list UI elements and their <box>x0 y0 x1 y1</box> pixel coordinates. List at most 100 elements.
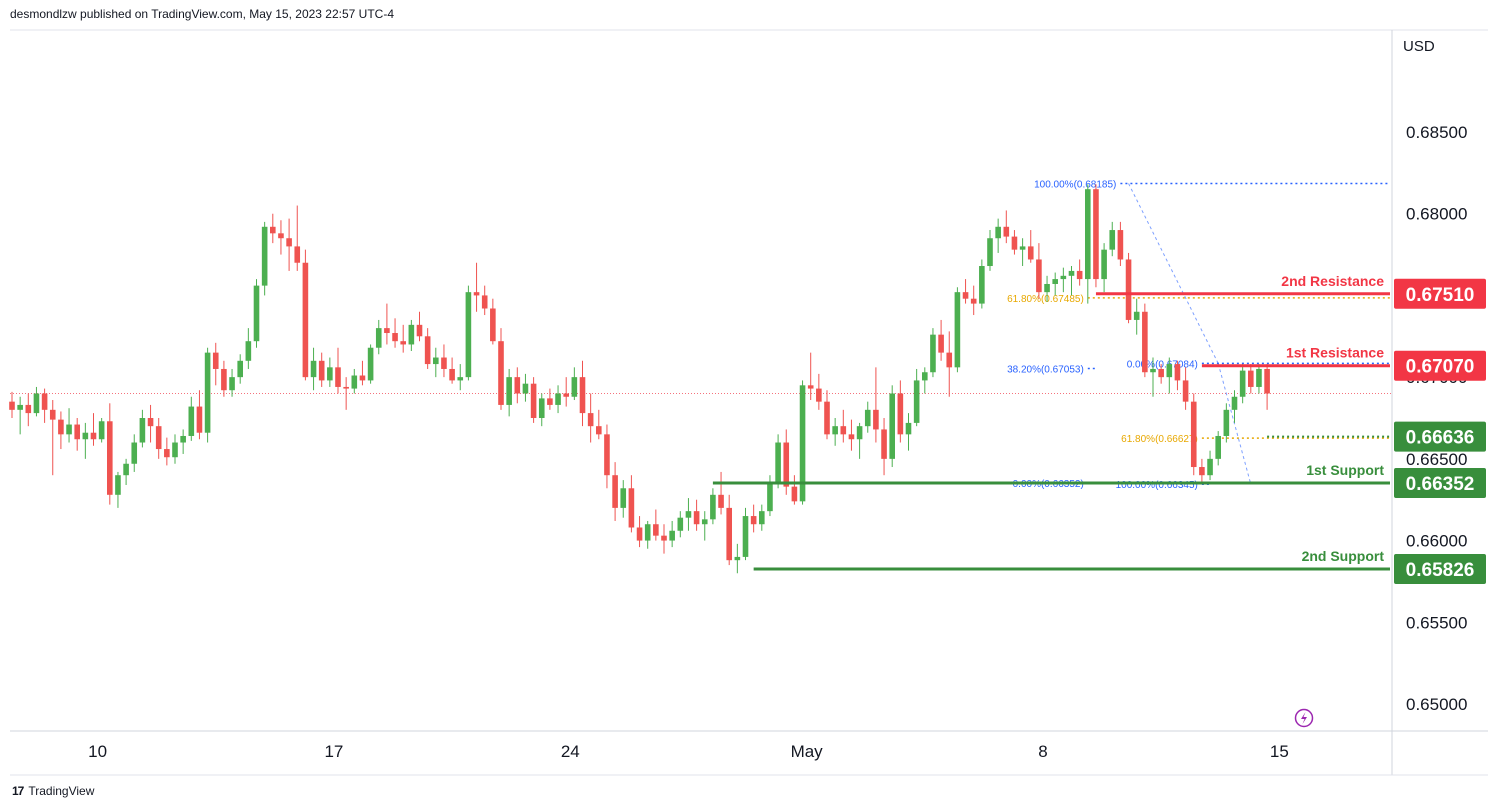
candle-body <box>718 494 724 508</box>
candle-body <box>74 424 80 440</box>
fib-level-label: 100.00%(0.68185) <box>1034 179 1116 190</box>
candle-body <box>816 388 822 402</box>
candle-body <box>881 429 887 459</box>
candle-body <box>864 409 871 427</box>
candle-body <box>253 285 260 342</box>
candle-body <box>131 442 138 464</box>
candle-body <box>343 386 349 389</box>
candle-body <box>1109 230 1116 250</box>
candle-body <box>677 517 684 531</box>
candle-body <box>1182 380 1189 402</box>
candle-body <box>1223 409 1230 436</box>
time-tick-label: 10 <box>88 742 107 761</box>
price-tick-label: 0.66000 <box>1406 532 1467 551</box>
candle-body <box>139 418 146 443</box>
candle-body <box>41 393 48 410</box>
candle-body <box>1068 270 1075 276</box>
price-badge[interactable] <box>1394 350 1486 381</box>
price-badge-label: 0.66352 <box>1406 474 1475 495</box>
candle-body <box>367 347 374 381</box>
candle-body <box>701 519 708 525</box>
candle-body <box>17 404 23 410</box>
candle-body <box>938 334 944 353</box>
candle-body <box>1076 270 1083 280</box>
candle-body <box>620 488 627 508</box>
price-tick-label: 0.66500 <box>1406 450 1467 469</box>
candle-body <box>587 413 594 427</box>
candle-body <box>1133 311 1140 320</box>
fib-level-label: 100.00%(0.66345) <box>1116 480 1198 491</box>
candle-body <box>294 246 301 263</box>
price-badge[interactable] <box>1394 468 1486 499</box>
candle-body <box>1125 259 1132 320</box>
candle-body <box>261 226 268 286</box>
candle-body <box>115 475 121 495</box>
candle-body <box>327 367 333 381</box>
candle-body <box>384 328 390 334</box>
candle-body <box>563 393 569 397</box>
level-name-label: 2nd Support <box>1302 548 1385 564</box>
candle-body <box>522 383 529 394</box>
candle-body <box>1101 249 1107 280</box>
candle-body <box>807 385 814 389</box>
candle-body <box>669 530 675 541</box>
footer-brand[interactable]: 17 TradingView <box>12 784 94 798</box>
price-tick-label: 0.68000 <box>1406 205 1467 224</box>
candle-body <box>188 406 195 436</box>
candle-body <box>1264 368 1270 394</box>
candle-body <box>1060 275 1067 280</box>
fib-level-label: 38.20%(0.67053) <box>1007 364 1084 375</box>
candle-body <box>913 380 920 423</box>
candle-body <box>905 422 912 435</box>
candle-body <box>579 377 586 414</box>
candle-body <box>490 308 496 342</box>
candle-body <box>302 262 309 378</box>
candle-body <box>1256 368 1262 387</box>
lightning-icon[interactable] <box>1294 708 1314 728</box>
level-name-label: 1st Support <box>1306 462 1384 478</box>
candle-body <box>221 368 227 391</box>
price-badge[interactable] <box>1394 554 1486 585</box>
publisher-caption: desmondlzw published on TradingView.com,… <box>10 7 394 21</box>
candle-body <box>987 238 993 267</box>
candle-body <box>922 372 928 381</box>
candle-body <box>375 328 382 348</box>
candle-body <box>791 486 798 502</box>
candle-body <box>457 377 464 381</box>
candle-body <box>1093 189 1099 280</box>
candle-body <box>726 507 732 561</box>
candle-body <box>759 511 765 525</box>
candle-body <box>286 238 292 247</box>
price-badge[interactable] <box>1394 278 1486 309</box>
candle-body <box>970 298 977 304</box>
candle-body <box>840 426 847 435</box>
candle-body <box>400 341 406 345</box>
candle-body <box>685 511 692 518</box>
candle-body <box>979 266 985 304</box>
candle-body <box>889 393 895 459</box>
candle-body <box>750 516 757 525</box>
candle-body <box>270 226 276 234</box>
candle-body <box>636 527 643 541</box>
candle-body <box>310 360 317 378</box>
candle-body <box>237 360 243 378</box>
candle-body <box>530 383 537 418</box>
candle-body <box>1231 396 1238 410</box>
candle-body <box>1190 401 1197 468</box>
candle-body <box>123 463 129 476</box>
candle-body <box>848 434 855 440</box>
candle-body <box>473 292 480 296</box>
candle-body <box>783 442 790 487</box>
candle-body <box>824 401 830 435</box>
candle-body <box>392 333 398 342</box>
candle-body <box>775 442 781 484</box>
candle-body <box>1166 364 1173 378</box>
time-tick-label: May <box>791 742 824 761</box>
price-badge[interactable] <box>1394 421 1486 452</box>
candle-body <box>359 375 366 381</box>
candle-body <box>1027 246 1034 260</box>
candle-body <box>832 426 838 435</box>
currency-label: USD <box>1403 38 1435 55</box>
candle-body <box>107 421 113 495</box>
